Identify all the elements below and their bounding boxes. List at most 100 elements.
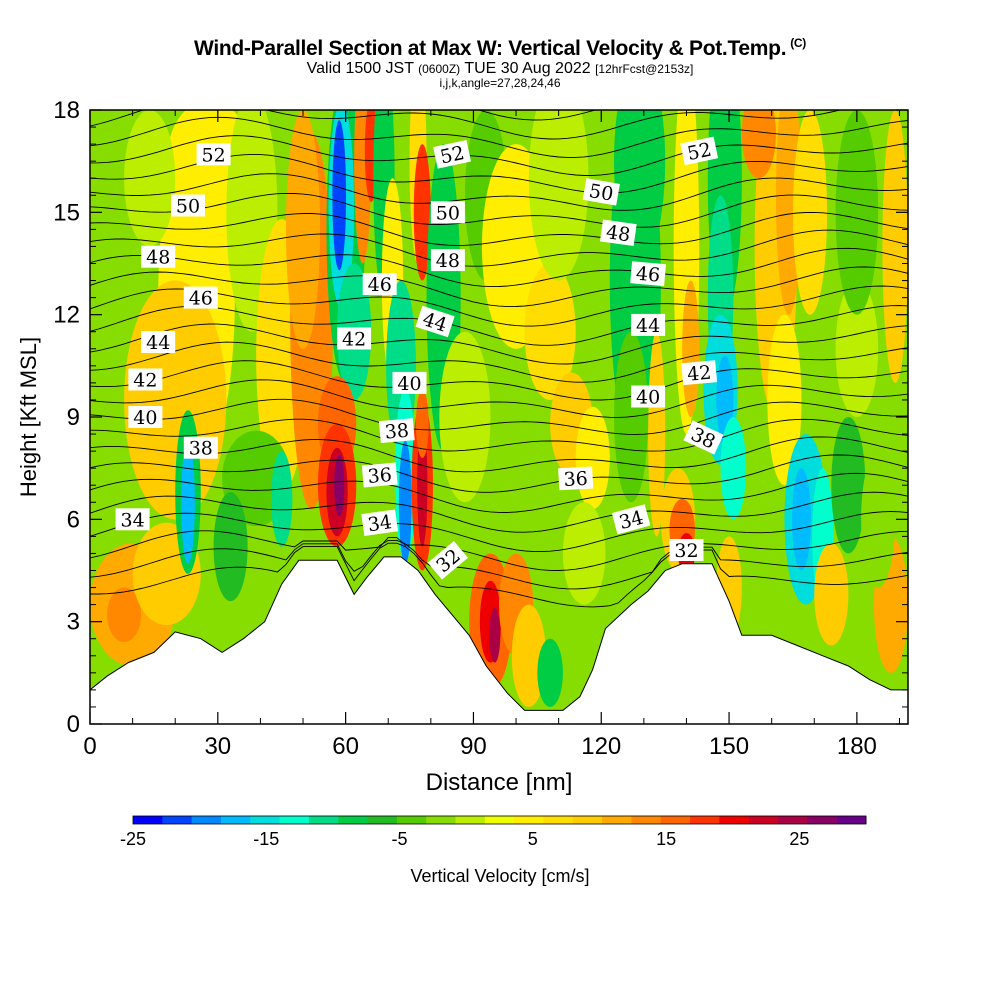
velocity-shade bbox=[213, 492, 248, 602]
y-tick-label: 6 bbox=[67, 506, 80, 533]
velocity-shade bbox=[861, 451, 896, 588]
colorbar-swatch bbox=[396, 816, 427, 824]
velocity-shade bbox=[413, 144, 431, 281]
colorbar-swatch bbox=[660, 816, 691, 824]
theta-contour-line bbox=[90, 135, 908, 176]
theta-label-bg bbox=[430, 249, 465, 272]
terrain-mask bbox=[89, 556, 909, 725]
theta-label-bg bbox=[681, 360, 718, 386]
theta-contour-line bbox=[90, 173, 908, 211]
theta-label: 46 bbox=[362, 273, 397, 296]
x-tick-label: 180 bbox=[837, 733, 877, 760]
theta-label-bg bbox=[392, 371, 427, 394]
theta-label: 42 bbox=[337, 327, 372, 351]
theta-contour-line bbox=[90, 247, 908, 288]
valid-date: TUE 30 Aug 2022 bbox=[464, 60, 591, 77]
theta-label: 38 bbox=[378, 418, 415, 444]
x-tick-label: 60 bbox=[332, 733, 359, 760]
theta-label-bg bbox=[141, 245, 176, 268]
theta-label-text: 40 bbox=[636, 387, 660, 409]
theta-label-bg bbox=[427, 540, 468, 580]
colorbar-label: Vertical Velocity [cm/s] bbox=[410, 866, 589, 886]
velocity-shade bbox=[181, 440, 195, 564]
theta-contour-line bbox=[90, 229, 908, 267]
y-tick-label: 15 bbox=[53, 199, 80, 226]
theta-label: 42 bbox=[681, 360, 718, 386]
theta-contour-line bbox=[90, 379, 908, 418]
colorbar-swatch bbox=[279, 816, 310, 824]
theta-contour-line bbox=[90, 472, 908, 513]
colorbar-swatch bbox=[602, 816, 632, 824]
theta-label: 48 bbox=[599, 219, 637, 246]
colorbar-swatch bbox=[572, 816, 603, 824]
theta-label-bg bbox=[630, 261, 666, 287]
y-tick-label: 9 bbox=[67, 404, 80, 431]
theta-label-bg bbox=[171, 194, 205, 217]
colorbar-swatch bbox=[308, 816, 339, 824]
theta-label: 50 bbox=[430, 201, 465, 224]
colorbar-swatch bbox=[690, 816, 720, 824]
theta-label-bg bbox=[611, 504, 651, 535]
velocity-shade bbox=[271, 451, 293, 547]
colorbar-swatch bbox=[543, 816, 574, 824]
theta-contour-line bbox=[90, 305, 908, 346]
colorbar-swatch bbox=[836, 816, 867, 824]
colorbar-tick-label: -15 bbox=[253, 829, 279, 849]
valid-time: Valid 1500 JST bbox=[306, 60, 414, 77]
velocity-shade bbox=[575, 406, 610, 510]
theta-label: 32 bbox=[669, 539, 704, 562]
theta-label-text: 38 bbox=[384, 420, 410, 444]
theta-label-text: 42 bbox=[133, 370, 157, 392]
theta-label-text: 48 bbox=[436, 250, 460, 272]
theta-label: 40 bbox=[631, 385, 666, 409]
theta-label: 38 bbox=[183, 436, 218, 460]
theta-label-text: 38 bbox=[189, 438, 213, 460]
colorbar-swatch bbox=[719, 816, 750, 824]
x-axis-label: Distance [nm] bbox=[426, 769, 573, 796]
theta-label: 44 bbox=[141, 331, 176, 354]
velocity-shade bbox=[792, 468, 811, 571]
theta-contour-line bbox=[90, 285, 908, 327]
theta-label-bg bbox=[361, 462, 398, 488]
theta-label-text: 50 bbox=[587, 180, 615, 206]
theta-label: 50 bbox=[582, 178, 620, 206]
theta-contour-line bbox=[90, 539, 908, 590]
theta-label: 46 bbox=[183, 286, 218, 310]
colorbar-swatch bbox=[162, 816, 193, 824]
chart-title-text: Wind-Parallel Section at Max W: Vertical… bbox=[194, 37, 787, 60]
colorbar-swatch bbox=[220, 816, 251, 824]
theta-label: 44 bbox=[631, 313, 666, 337]
y-axis-label: Height [Kft MSL] bbox=[16, 337, 41, 497]
theta-label: 52 bbox=[433, 140, 472, 169]
forecast-info: [12hrFcst@2153z] bbox=[595, 62, 694, 76]
x-tick-label: 90 bbox=[460, 733, 487, 760]
theta-label-text: 40 bbox=[397, 373, 421, 395]
velocity-shade bbox=[107, 587, 142, 643]
theta-label-bg bbox=[669, 539, 704, 561]
theta-contour-line bbox=[90, 116, 908, 158]
theta-label: 52 bbox=[196, 143, 231, 166]
theta-contour-line bbox=[90, 511, 908, 553]
colorbar: -25 -15 -5 5 15 25 bbox=[120, 815, 867, 849]
theta-contour-line bbox=[90, 211, 908, 246]
theta-label: 36 bbox=[361, 462, 398, 488]
velocity-shade bbox=[775, 110, 802, 315]
theta-label-bg bbox=[631, 313, 666, 336]
colorbar-swatch bbox=[426, 816, 457, 824]
velocity-shade bbox=[835, 110, 879, 315]
chart-title: Wind-Parallel Section at Max W: Vertical… bbox=[0, 36, 1000, 61]
colorbar-swatch bbox=[133, 816, 163, 824]
theta-label-text: 48 bbox=[146, 247, 170, 269]
theta-label-text: 52 bbox=[685, 139, 713, 166]
theta-contour-line bbox=[90, 192, 908, 228]
theta-label: 50 bbox=[171, 194, 205, 218]
theta-label-bg bbox=[141, 331, 176, 353]
utc-time: (0600Z) bbox=[418, 62, 461, 76]
theta-label-bg bbox=[631, 385, 666, 408]
velocity-shade bbox=[835, 280, 879, 417]
theta-label-bg bbox=[128, 368, 163, 391]
colorbar-swatch bbox=[250, 816, 281, 824]
velocity-shade bbox=[511, 604, 546, 707]
